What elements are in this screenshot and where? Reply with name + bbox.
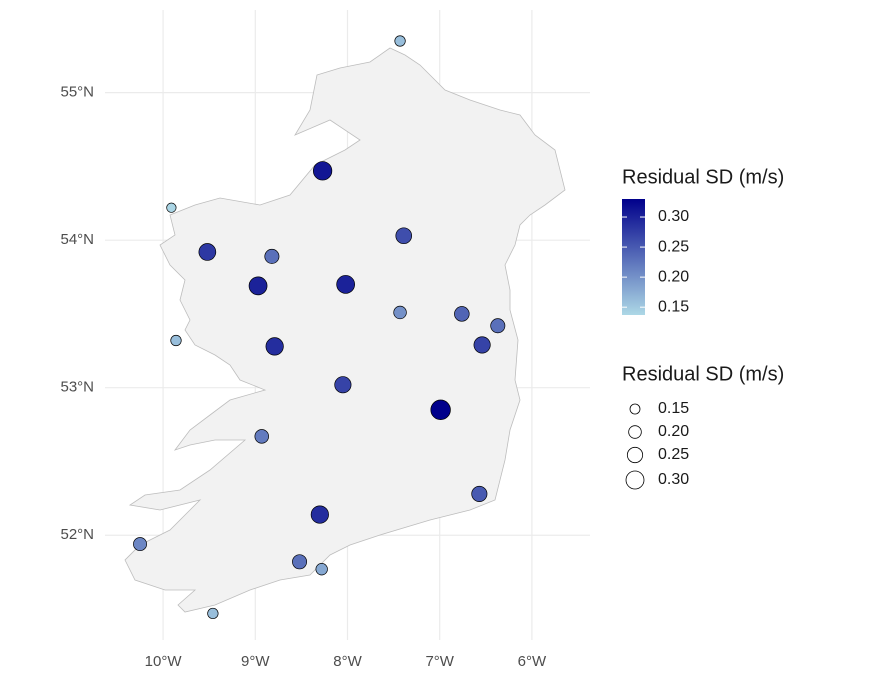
station-point	[254, 429, 269, 444]
station-point	[312, 161, 333, 181]
station-point	[315, 563, 328, 576]
size-legend-label: 0.15	[658, 400, 689, 417]
color-legend-label: 0.15	[658, 298, 689, 315]
y-tick-label: 54°N	[60, 231, 94, 248]
station-point	[430, 399, 451, 420]
color-legend-label: 0.20	[658, 268, 689, 285]
station-point	[490, 318, 506, 334]
size-legend-key	[625, 470, 645, 490]
station-point	[248, 276, 268, 296]
size-legend-title: Residual SD (m/s)	[622, 363, 784, 385]
x-tick-label: 7°W	[425, 653, 454, 670]
ireland-outline	[124, 47, 566, 613]
y-tick-label: 55°N	[60, 84, 94, 101]
station-point	[133, 537, 147, 552]
y-tick-label: 52°N	[60, 526, 94, 543]
station-point	[310, 505, 329, 524]
x-tick-label: 10°W	[145, 653, 183, 670]
size-legend-key	[626, 446, 644, 464]
x-tick-label: 6°W	[518, 653, 547, 670]
station-point	[336, 275, 356, 294]
station-point	[473, 336, 491, 354]
station-point	[471, 485, 488, 502]
size-legend-key	[628, 425, 642, 439]
size-legend-label: 0.25	[658, 446, 689, 463]
station-point	[166, 202, 177, 213]
colorbar	[622, 199, 645, 315]
size-legend-key	[629, 403, 641, 415]
station-point	[292, 554, 308, 570]
station-point	[265, 337, 284, 356]
x-tick-label: 9°W	[241, 653, 270, 670]
x-tick-label: 8°W	[333, 653, 362, 670]
y-tick-label: 53°N	[60, 379, 94, 396]
size-legend-label: 0.20	[658, 423, 689, 440]
color-legend-label: 0.30	[658, 208, 689, 225]
station-point	[170, 334, 182, 347]
station-point	[198, 243, 217, 261]
size-legend-label: 0.30	[658, 471, 689, 488]
station-point	[264, 248, 280, 264]
station-point	[395, 227, 413, 245]
color-legend-title: Residual SD (m/s)	[622, 166, 784, 188]
station-point	[394, 35, 406, 47]
station-point	[207, 607, 219, 620]
station-point	[393, 305, 407, 320]
station-point	[454, 306, 470, 322]
station-point	[334, 376, 352, 394]
color-legend-label: 0.25	[658, 238, 689, 255]
